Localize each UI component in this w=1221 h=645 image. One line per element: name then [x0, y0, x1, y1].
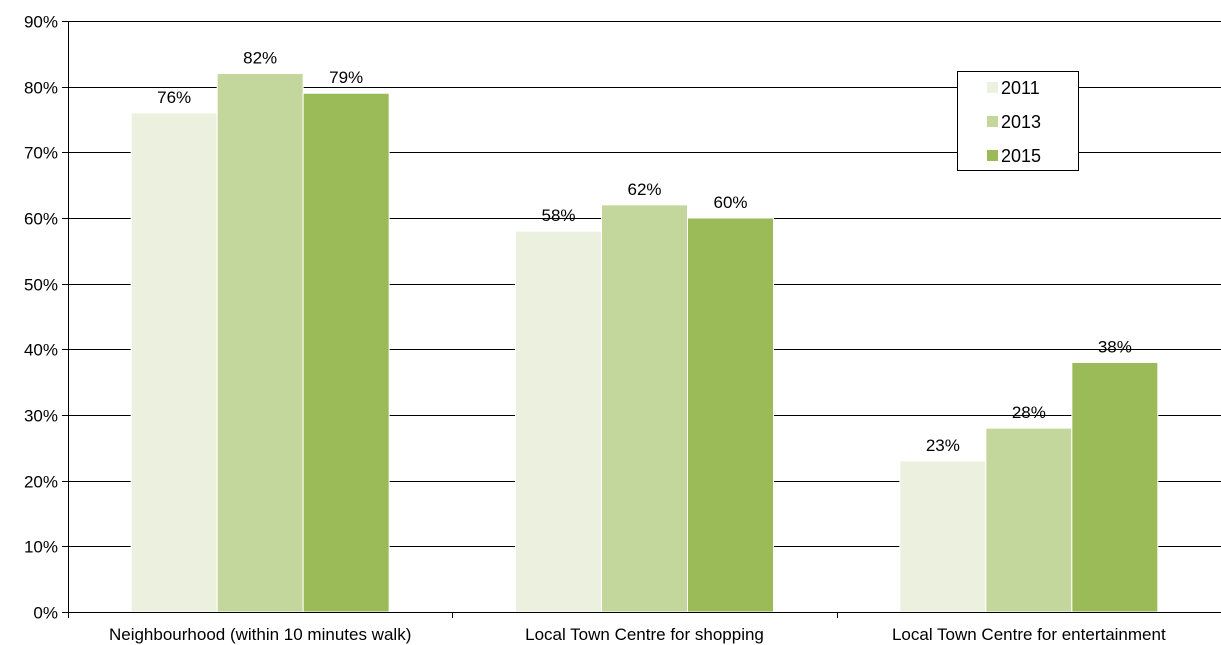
bar-2015-0: [302, 92, 390, 613]
y-tick-label: 60%: [24, 210, 58, 229]
data-label: 58%: [541, 206, 575, 225]
y-tick-label: 80%: [24, 79, 58, 98]
bar-2011-1: [515, 230, 602, 613]
bar-2015-1: [687, 217, 774, 613]
legend-swatch-2011: [987, 82, 998, 93]
data-label: 28%: [1012, 403, 1046, 422]
y-tick-label: 90%: [24, 13, 58, 32]
data-label: 38%: [1098, 337, 1132, 356]
y-tick-label: 10%: [24, 538, 58, 557]
data-label: 79%: [329, 68, 363, 87]
y-tick-label: 0%: [33, 604, 58, 623]
x-category-label: Neighbourhood (within 10 minutes walk): [109, 625, 411, 644]
data-label: 23%: [926, 436, 960, 455]
bar-2013-0: [216, 73, 304, 613]
data-label: 76%: [157, 88, 191, 107]
data-label: 62%: [627, 180, 661, 199]
data-label: 60%: [713, 193, 747, 212]
x-category-label: Local Town Centre for shopping: [525, 625, 764, 644]
y-tick-label: 20%: [24, 473, 58, 492]
axes: [62, 21, 1221, 618]
data-labels: 76% 58% 23% 82% 62% 28% 79% 60% 38%: [157, 49, 1132, 455]
y-tick-label: 30%: [24, 407, 58, 426]
x-category-label: Local Town Centre for entertainment: [892, 625, 1166, 644]
legend: 2011 2013 2015: [957, 71, 1079, 171]
bar-2015-2: [1071, 361, 1159, 613]
bar-2013-1: [601, 204, 688, 613]
data-label: 82%: [243, 49, 277, 68]
legend-swatch-2013: [987, 116, 998, 127]
y-tick-label: 70%: [24, 144, 58, 163]
x-axis-categories: Neighbourhood (within 10 minutes walk) Lo…: [109, 625, 1166, 644]
legend-label: 2011: [1001, 78, 1040, 98]
bar-2011-2: [899, 460, 987, 613]
y-tick-label: 40%: [24, 341, 58, 360]
legend-swatch-2015: [987, 150, 998, 161]
y-tick-label: 50%: [24, 276, 58, 295]
legend-box: [957, 71, 1079, 171]
bars: [130, 73, 1159, 613]
y-axis-ticks: 0% 10% 20% 30% 40% 50% 60% 70% 80% 90%: [24, 13, 58, 623]
legend-label: 2013: [1001, 112, 1041, 132]
legend-label: 2015: [1001, 146, 1041, 166]
bar-2013-2: [985, 427, 1073, 613]
bar-2011-0: [130, 112, 218, 613]
